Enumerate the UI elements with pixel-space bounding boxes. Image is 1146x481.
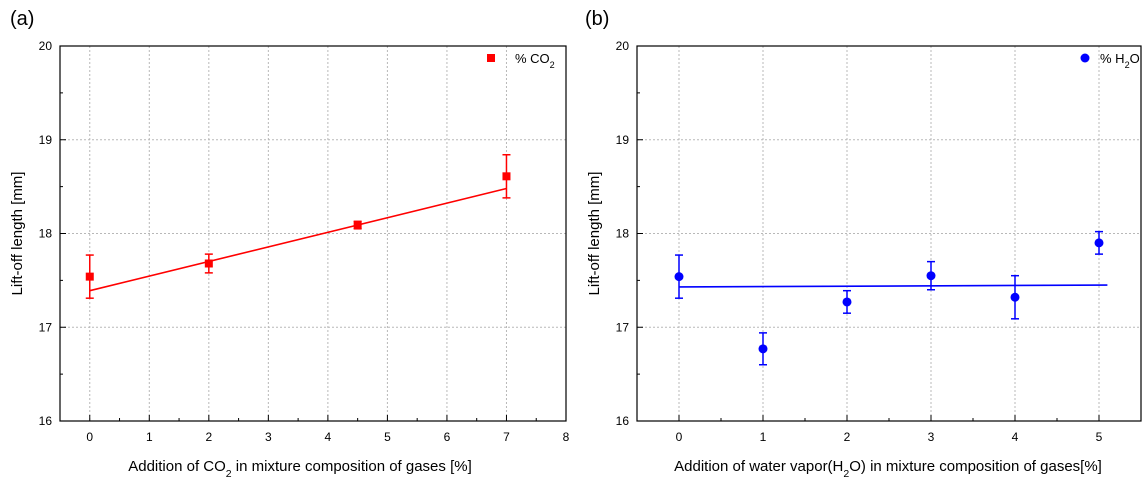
panel-label: (a) (10, 8, 34, 30)
x-tick-label: 4 (325, 430, 332, 444)
y-tick-label: 20 (39, 39, 53, 53)
legend-marker (487, 54, 495, 62)
x-tick-label: 1 (146, 430, 153, 444)
y-tick-label: 19 (39, 133, 53, 147)
panel-a: 0 1 2 3 4 5 6 7 8 16 17 18 19 20 % CO2 Addition of CO2 … (9, 8, 570, 480)
data-point (85, 272, 94, 281)
x-tick-label: 0 (676, 430, 683, 444)
y-tick-label: 16 (39, 414, 53, 428)
x-tick-label: 7 (503, 430, 510, 444)
fit-line (89, 187, 507, 292)
legend-label: % CO2 (515, 51, 555, 70)
x-tick-label: 5 (1096, 430, 1103, 444)
panel-b: 0 1 2 3 4 5 16 17 18 19 20 % H2O Addition of water v… (585, 8, 1142, 480)
y-tick-label: 16 (616, 414, 630, 428)
x-tick-label: 8 (563, 430, 570, 444)
x-tick-label: 5 (384, 430, 391, 444)
y-axis-title: Lift-off length [mm] (586, 172, 603, 296)
x-tick-label: 1 (760, 430, 767, 444)
x-tick-label: 2 (844, 430, 851, 444)
y-tick-label: 18 (39, 227, 53, 241)
data-point (204, 259, 213, 268)
x-tick-label: 6 (444, 430, 451, 444)
x-axis-title: Addition of CO2 in mixture composition o… (128, 458, 472, 480)
data-point (926, 271, 936, 281)
data-point (674, 272, 684, 282)
x-tick-label: 4 (1012, 430, 1019, 444)
data-point (353, 221, 362, 230)
y-tick-label: 19 (616, 133, 630, 147)
data-point (502, 172, 511, 181)
x-axis-title: Addition of water vapor(H2O) in mixture … (674, 458, 1102, 480)
legend-label: % H2O (1100, 51, 1140, 70)
data-point (1094, 238, 1104, 248)
fit-line (678, 284, 1108, 288)
x-tick-label: 2 (205, 430, 212, 444)
panel-label: (b) (585, 8, 609, 30)
y-tick-label: 17 (39, 320, 53, 334)
data-point (758, 344, 768, 354)
y-axis-title: Lift-off length [mm] (9, 172, 26, 296)
x-tick-label: 3 (265, 430, 272, 444)
y-tick-label: 18 (616, 227, 630, 241)
data-point (842, 297, 852, 307)
legend-marker (1080, 53, 1090, 63)
y-tick-label: 17 (616, 320, 630, 334)
data-point (1010, 292, 1020, 302)
y-tick-label: 20 (616, 39, 630, 53)
x-tick-label: 3 (928, 430, 935, 444)
x-tick-label: 0 (86, 430, 93, 444)
